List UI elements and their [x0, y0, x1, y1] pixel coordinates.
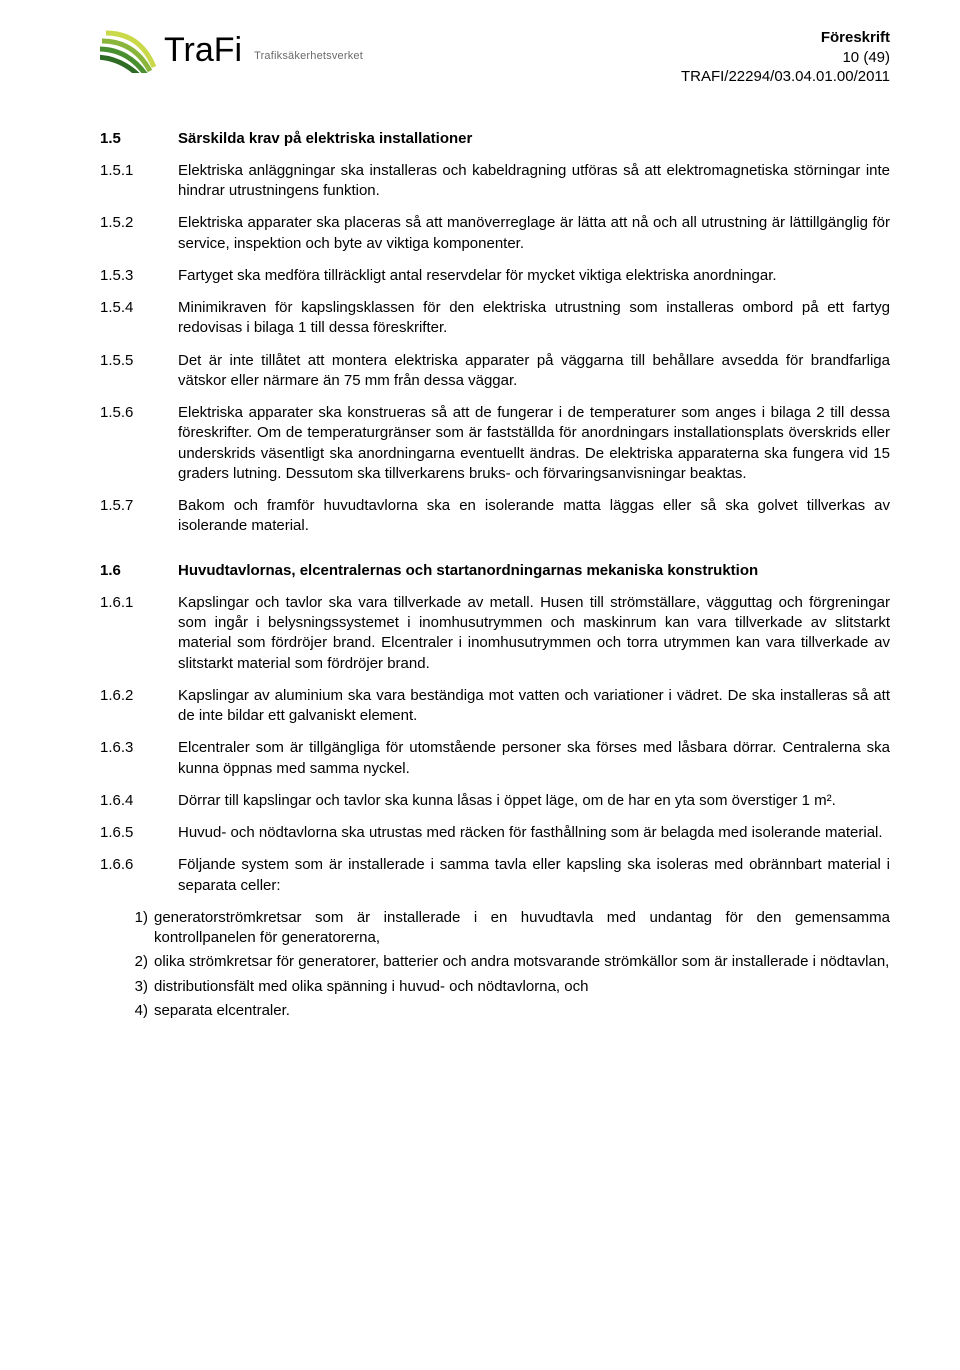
section-paragraph: 1.6.2Kapslingar av aluminium ska vara be…: [100, 686, 890, 727]
logo-main-text: TraFi: [164, 28, 242, 74]
section-number: 1.6.5: [100, 823, 178, 843]
page-header: TraFi Trafiksäkerhetsverket Föreskrift 1…: [100, 28, 890, 87]
section-paragraph: 1.5.6Elektriska apparater ska konstruera…: [100, 403, 890, 484]
list-text: distributionsfält med olika spänning i h…: [154, 977, 890, 997]
section-number: 1.5.6: [100, 403, 178, 484]
section-paragraph: 1.5.5Det är inte tillåtet att montera el…: [100, 351, 890, 392]
list-text: separata elcentraler.: [154, 1001, 890, 1021]
section-text: Elcentraler som är tillgängliga för utom…: [178, 738, 890, 779]
section-paragraph: 1.6.6Följande system som är installerade…: [100, 855, 890, 896]
section-number: 1.6.3: [100, 738, 178, 779]
section-paragraph: 1.5.1Elektriska anläggningar ska install…: [100, 161, 890, 202]
section-text: Elektriska apparater ska placeras så att…: [178, 213, 890, 254]
section-text: Det är inte tillåtet att montera elektri…: [178, 351, 890, 392]
section-text: Särskilda krav på elektriska installatio…: [178, 129, 890, 149]
section-number: 1.6.6: [100, 855, 178, 896]
logo-block: TraFi Trafiksäkerhetsverket: [100, 28, 363, 74]
section-heading: 1.5Särskilda krav på elektriska installa…: [100, 129, 890, 149]
list-marker: 3): [120, 977, 154, 997]
section-paragraph: 1.5.3Fartyget ska medföra tillräckligt a…: [100, 266, 890, 286]
section-heading: 1.6Huvudtavlornas, elcentralernas och st…: [100, 561, 890, 581]
list-text: olika strömkretsar för generatorer, batt…: [154, 952, 890, 972]
list-marker: 1): [120, 908, 154, 949]
trafi-logo-icon: [100, 29, 156, 73]
header-page-info: 10 (49): [681, 48, 890, 68]
document-page: TraFi Trafiksäkerhetsverket Föreskrift 1…: [0, 0, 960, 1370]
list-text: generatorströmkretsar som är installerad…: [154, 908, 890, 949]
section-number: 1.5.4: [100, 298, 178, 339]
header-doc-ref: TRAFI/22294/03.04.01.00/2011: [681, 67, 890, 87]
section-number: 1.5.3: [100, 266, 178, 286]
section-text: Följande system som är installerade i sa…: [178, 855, 890, 896]
document-body: 1.5Särskilda krav på elektriska installa…: [100, 129, 890, 896]
list-item: 2)olika strömkretsar för generatorer, ba…: [120, 952, 890, 972]
section-paragraph: 1.6.5Huvud- och nödtavlorna ska utrustas…: [100, 823, 890, 843]
section-number: 1.5.1: [100, 161, 178, 202]
section-number: 1.6.1: [100, 593, 178, 674]
list-marker: 2): [120, 952, 154, 972]
section-number: 1.5.2: [100, 213, 178, 254]
header-title: Föreskrift: [681, 28, 890, 48]
section-number: 1.5.5: [100, 351, 178, 392]
section-paragraph: 1.5.2Elektriska apparater ska placeras s…: [100, 213, 890, 254]
list-item: 4)separata elcentraler.: [120, 1001, 890, 1021]
section-paragraph: 1.6.3Elcentraler som är tillgängliga för…: [100, 738, 890, 779]
section-text: Fartyget ska medföra tillräckligt antal …: [178, 266, 890, 286]
header-right: Föreskrift 10 (49) TRAFI/22294/03.04.01.…: [681, 28, 890, 87]
section-number: 1.6.4: [100, 791, 178, 811]
list-item: 1)generatorströmkretsar som är installer…: [120, 908, 890, 949]
section-paragraph: 1.6.1Kapslingar och tavlor ska vara till…: [100, 593, 890, 674]
section-text: Huvudtavlornas, elcentralernas och start…: [178, 561, 890, 581]
logo-sub-text: Trafiksäkerhetsverket: [254, 39, 363, 64]
section-text: Minimikraven för kapslingsklassen för de…: [178, 298, 890, 339]
section-text: Elektriska anläggningar ska installeras …: [178, 161, 890, 202]
section-number: 1.5.7: [100, 496, 178, 537]
list-marker: 4): [120, 1001, 154, 1021]
spacer: [100, 549, 890, 559]
section-number: 1.5: [100, 129, 178, 149]
section-number: 1.6: [100, 561, 178, 581]
section-paragraph: 1.5.4Minimikraven för kapslingsklassen f…: [100, 298, 890, 339]
section-number: 1.6.2: [100, 686, 178, 727]
section-text: Huvud- och nödtavlorna ska utrustas med …: [178, 823, 890, 843]
section-text: Elektriska apparater ska konstrueras så …: [178, 403, 890, 484]
section-text: Kapslingar och tavlor ska vara tillverka…: [178, 593, 890, 674]
list-item: 3)distributionsfält med olika spänning i…: [120, 977, 890, 997]
section-text: Kapslingar av aluminium ska vara beständ…: [178, 686, 890, 727]
section-text: Dörrar till kapslingar och tavlor ska ku…: [178, 791, 890, 811]
section-text: Bakom och framför huvudtavlorna ska en i…: [178, 496, 890, 537]
ordered-list: 1)generatorströmkretsar som är installer…: [120, 908, 890, 1021]
section-paragraph: 1.6.4Dörrar till kapslingar och tavlor s…: [100, 791, 890, 811]
section-paragraph: 1.5.7Bakom och framför huvudtavlorna ska…: [100, 496, 890, 537]
